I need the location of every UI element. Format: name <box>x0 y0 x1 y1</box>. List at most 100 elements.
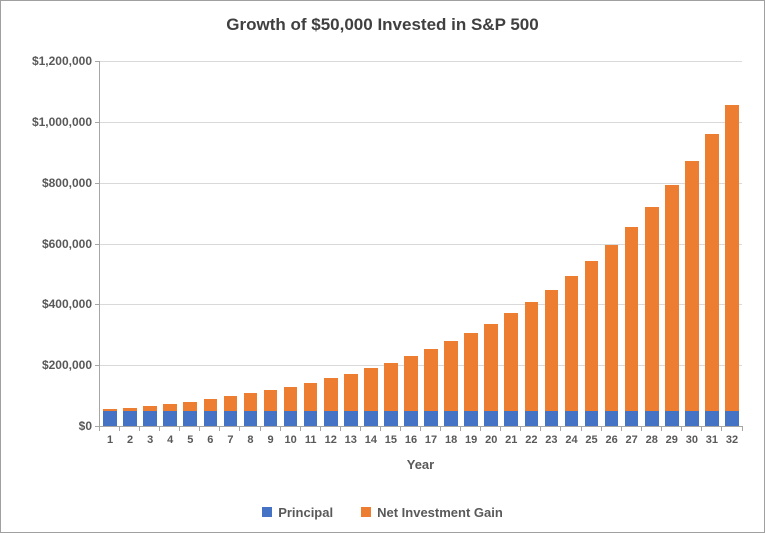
x-tick-label: 31 <box>706 426 718 446</box>
y-tick-label: $1,200,000 <box>32 54 100 68</box>
bar-segment-principal <box>444 411 458 426</box>
bar-segment-gain <box>183 402 197 411</box>
x-tick-label: 25 <box>585 426 597 446</box>
y-tick-label: $0 <box>79 419 100 433</box>
stacked-bar <box>605 245 619 426</box>
bar-segment-principal <box>123 411 137 426</box>
bar-slot: 6 <box>200 61 220 426</box>
x-tick-mark <box>480 426 481 431</box>
x-tick-label: 9 <box>267 426 273 446</box>
x-tick-label: 5 <box>187 426 193 446</box>
x-tick-mark <box>540 426 541 431</box>
bar-segment-gain <box>605 245 619 411</box>
x-tick-mark <box>340 426 341 431</box>
bar-segment-gain <box>565 276 579 411</box>
bar-segment-gain <box>364 368 378 411</box>
bar-slot: 27 <box>622 61 642 426</box>
bar-segment-principal <box>143 411 157 426</box>
bar-segment-principal <box>183 411 197 426</box>
stacked-bar <box>264 390 278 426</box>
stacked-bar <box>143 406 157 426</box>
bar-segment-gain <box>645 207 659 411</box>
x-tick-mark <box>179 426 180 431</box>
x-tick-label: 12 <box>325 426 337 446</box>
bar-slot: 16 <box>401 61 421 426</box>
x-tick-mark <box>601 426 602 431</box>
x-tick-label: 22 <box>525 426 537 446</box>
x-tick-label: 23 <box>545 426 557 446</box>
stacked-bar <box>705 134 719 426</box>
bar-segment-principal <box>585 411 599 426</box>
bar-segment-gain <box>625 227 639 411</box>
bar-slot: 26 <box>602 61 622 426</box>
bar-segment-principal <box>103 411 117 426</box>
bar-segment-gain <box>304 383 318 411</box>
bar-segment-principal <box>344 411 358 426</box>
bar-slot: 32 <box>722 61 742 426</box>
bar-slot: 5 <box>180 61 200 426</box>
x-tick-mark <box>159 426 160 431</box>
x-tick-mark <box>621 426 622 431</box>
bar-slot: 10 <box>281 61 301 426</box>
x-tick-mark <box>360 426 361 431</box>
legend-label: Principal <box>278 505 333 520</box>
bar-segment-principal <box>204 411 218 426</box>
bar-segment-principal <box>725 411 739 426</box>
x-tick-mark <box>320 426 321 431</box>
x-tick-label: 18 <box>445 426 457 446</box>
bar-slot: 2 <box>120 61 140 426</box>
stacked-bar <box>484 324 498 426</box>
x-tick-mark <box>721 426 722 431</box>
bar-slot: 18 <box>441 61 461 426</box>
stacked-bar <box>103 409 117 426</box>
bar-slot: 31 <box>702 61 722 426</box>
stacked-bar <box>344 374 358 427</box>
bar-segment-gain <box>404 356 418 411</box>
x-tick-mark <box>581 426 582 431</box>
bars-row: 1234567891011121314151617181920212223242… <box>100 61 742 426</box>
stacked-bar <box>424 349 438 426</box>
x-tick-mark <box>500 426 501 431</box>
bar-segment-principal <box>605 411 619 426</box>
x-tick-mark <box>199 426 200 431</box>
bar-segment-principal <box>484 411 498 426</box>
bar-slot: 29 <box>662 61 682 426</box>
y-tick-label: $1,000,000 <box>32 115 100 129</box>
x-tick-label: 16 <box>405 426 417 446</box>
x-tick-label: 7 <box>227 426 233 446</box>
x-tick-label: 11 <box>305 426 317 446</box>
stacked-bar <box>645 207 659 426</box>
bar-segment-gain <box>665 185 679 411</box>
bar-segment-principal <box>685 411 699 426</box>
bar-segment-gain <box>725 105 739 411</box>
stacked-bar <box>625 227 639 426</box>
x-tick-label: 15 <box>385 426 397 446</box>
legend-label: Net Investment Gain <box>377 505 503 520</box>
x-tick-mark <box>99 426 100 431</box>
legend-swatch <box>262 507 272 517</box>
x-tick-mark <box>260 426 261 431</box>
bar-segment-gain <box>264 390 278 411</box>
x-tick-mark <box>460 426 461 431</box>
x-tick-mark <box>560 426 561 431</box>
plot-area: $0$200,000$400,000$600,000$800,000$1,000… <box>99 61 742 427</box>
bar-slot: 14 <box>361 61 381 426</box>
bar-slot: 8 <box>240 61 260 426</box>
stacked-bar <box>444 341 458 426</box>
bar-segment-gain <box>525 302 539 411</box>
x-tick-mark <box>440 426 441 431</box>
x-tick-label: 30 <box>686 426 698 446</box>
bar-segment-principal <box>364 411 378 426</box>
legend-item: Principal <box>262 505 333 520</box>
bar-segment-gain <box>424 349 438 411</box>
bar-segment-gain <box>585 261 599 411</box>
bar-segment-principal <box>565 411 579 426</box>
legend-swatch <box>361 507 371 517</box>
stacked-bar <box>304 383 318 426</box>
bar-segment-gain <box>705 134 719 411</box>
bar-segment-gain <box>204 399 218 411</box>
bar-segment-principal <box>244 411 258 426</box>
stacked-bar <box>284 387 298 426</box>
bar-slot: 19 <box>461 61 481 426</box>
x-tick-label: 14 <box>365 426 377 446</box>
